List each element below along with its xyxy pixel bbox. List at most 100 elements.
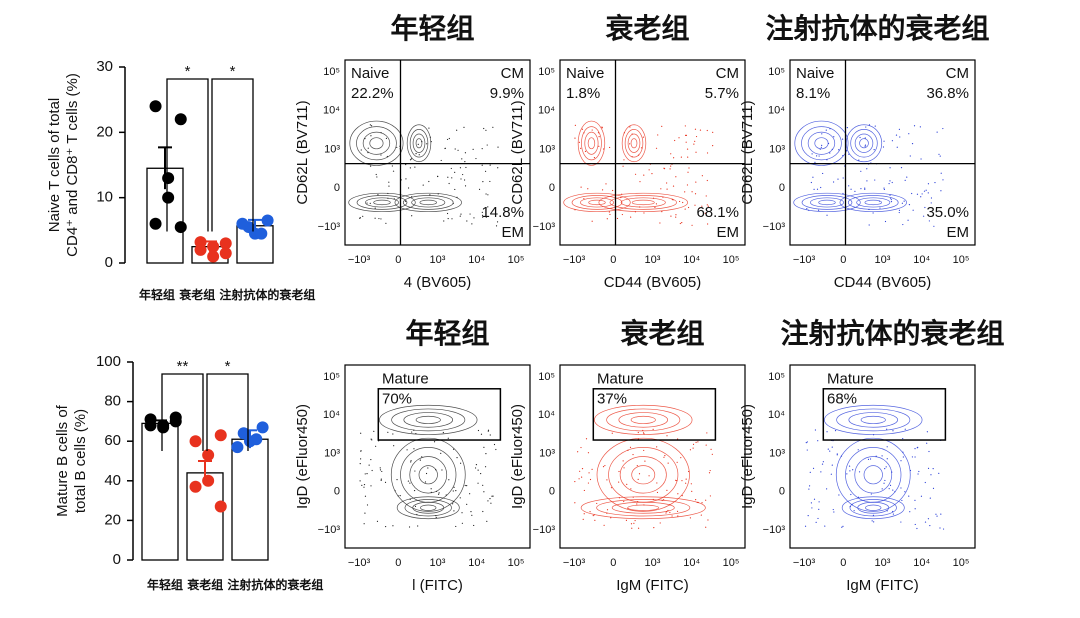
cytometry-contour bbox=[849, 499, 897, 517]
cytometry-dot bbox=[482, 181, 484, 183]
cytometry-dot bbox=[490, 502, 492, 504]
cytometry-dot bbox=[428, 127, 430, 129]
cytometry-dot bbox=[601, 189, 604, 191]
cytometry-dot bbox=[414, 505, 417, 507]
y-tick-label: 10⁴ bbox=[323, 105, 340, 117]
cytometry-dot bbox=[872, 514, 875, 516]
cytometry-dot bbox=[459, 215, 461, 217]
y-tick-label: −10³ bbox=[318, 524, 341, 536]
cytometry-dot bbox=[621, 193, 623, 195]
cytometry-dot bbox=[460, 213, 462, 215]
cytometry-dot bbox=[891, 140, 894, 142]
cytometry-dot bbox=[837, 178, 839, 180]
cytometry-dot bbox=[604, 464, 606, 467]
cytometry-contour bbox=[631, 465, 656, 485]
cytometry-dot bbox=[813, 498, 816, 500]
y-tick-label: 10⁵ bbox=[538, 66, 555, 78]
cytometry-dot bbox=[652, 197, 655, 199]
cytometry-dot bbox=[605, 183, 607, 185]
cytometry-dot bbox=[676, 510, 679, 512]
cytometry-dot bbox=[489, 498, 491, 500]
cytometry-contour bbox=[406, 124, 432, 163]
cytometry-dot bbox=[489, 434, 491, 436]
significance-bracket bbox=[211, 78, 254, 232]
cytometry-dot bbox=[580, 147, 582, 149]
cytometry-contour bbox=[627, 133, 641, 153]
cytometry-contour bbox=[801, 195, 853, 210]
cytometry-dot bbox=[639, 181, 641, 183]
cytometry-dot bbox=[629, 446, 632, 448]
cytometry-dot bbox=[889, 197, 892, 199]
cytometry-dot bbox=[392, 170, 395, 172]
y-tick-label: 10⁴ bbox=[768, 409, 785, 421]
cytometry-dot bbox=[623, 467, 625, 469]
y-tick-label: 10⁵ bbox=[768, 66, 785, 78]
cytometry-dot bbox=[487, 430, 489, 432]
cytometry-dot bbox=[923, 190, 926, 192]
data-point bbox=[255, 227, 268, 240]
cytometry-dot bbox=[832, 181, 835, 183]
cytometry-dot bbox=[691, 191, 693, 193]
cytometry-dot bbox=[889, 484, 892, 486]
cytometry-dot bbox=[380, 132, 382, 134]
cytometry-dot bbox=[453, 510, 455, 512]
cytometry-dot bbox=[454, 148, 456, 150]
cytometry-dot bbox=[666, 182, 668, 184]
cytometry-dot bbox=[818, 508, 820, 510]
cytometry-contour bbox=[865, 504, 882, 511]
cytometry-dot bbox=[481, 214, 484, 216]
y-tick-label: 10⁵ bbox=[538, 371, 555, 383]
cytometry-dot bbox=[909, 469, 912, 472]
cytometry-dot bbox=[625, 519, 628, 521]
cytometry-dot bbox=[656, 446, 658, 448]
data-point bbox=[214, 500, 227, 513]
x-tick-label: −10³ bbox=[563, 254, 586, 266]
cytometry-contour bbox=[409, 129, 429, 158]
cytometry-dot bbox=[637, 431, 639, 434]
cytometry-dot bbox=[626, 483, 628, 485]
cytometry-dot bbox=[362, 215, 364, 217]
cytometry-contour bbox=[793, 192, 861, 213]
cytometry-dot bbox=[452, 503, 454, 505]
cytometry-dot bbox=[685, 482, 687, 484]
data-point bbox=[157, 419, 170, 432]
cytometry-dot bbox=[942, 127, 944, 130]
cytometry-dot bbox=[637, 478, 639, 480]
panel-title: 注射抗体的衰老组 bbox=[780, 317, 1004, 350]
data-point bbox=[219, 247, 232, 260]
cytometry-dot bbox=[364, 473, 366, 475]
cytometry-dot bbox=[368, 464, 370, 466]
cytometry-dot bbox=[391, 165, 393, 167]
cytometry-dot bbox=[631, 133, 633, 135]
cytometry-dot bbox=[684, 191, 686, 193]
cytometry-dot bbox=[940, 513, 942, 515]
cytometry-dot bbox=[632, 496, 634, 498]
cytometry-dot bbox=[591, 468, 593, 470]
cytometry-dot bbox=[585, 438, 588, 440]
significance-bracket bbox=[166, 78, 209, 232]
cytometry-dot bbox=[430, 140, 432, 143]
cytometry-dot bbox=[834, 430, 837, 432]
data-point bbox=[207, 240, 220, 253]
cytometry-contour bbox=[400, 446, 457, 503]
cytometry-dot bbox=[878, 200, 881, 202]
cytometry-dot bbox=[695, 181, 697, 183]
cytometry-dot bbox=[436, 490, 438, 493]
cytometry-dot bbox=[833, 511, 835, 513]
cytometry-dot bbox=[438, 492, 440, 494]
cytometry-dot bbox=[894, 491, 896, 493]
cytometry-dot bbox=[482, 510, 484, 513]
cytometry-dot bbox=[376, 520, 379, 523]
panel-title: 衰老组 bbox=[605, 12, 689, 45]
cytometry-dot bbox=[633, 522, 635, 524]
cytometry-contour bbox=[584, 131, 599, 155]
cytometry-dot bbox=[603, 524, 605, 526]
cytometry-dot bbox=[710, 448, 712, 451]
cytometry-dot bbox=[911, 143, 914, 145]
cytometry-dot bbox=[882, 146, 885, 148]
cytometry-dot bbox=[927, 467, 930, 470]
cytometry-dot bbox=[884, 220, 887, 223]
cytometry-dot bbox=[901, 202, 903, 204]
cytometry-dot bbox=[676, 480, 678, 482]
cytometry-dot bbox=[361, 484, 363, 487]
